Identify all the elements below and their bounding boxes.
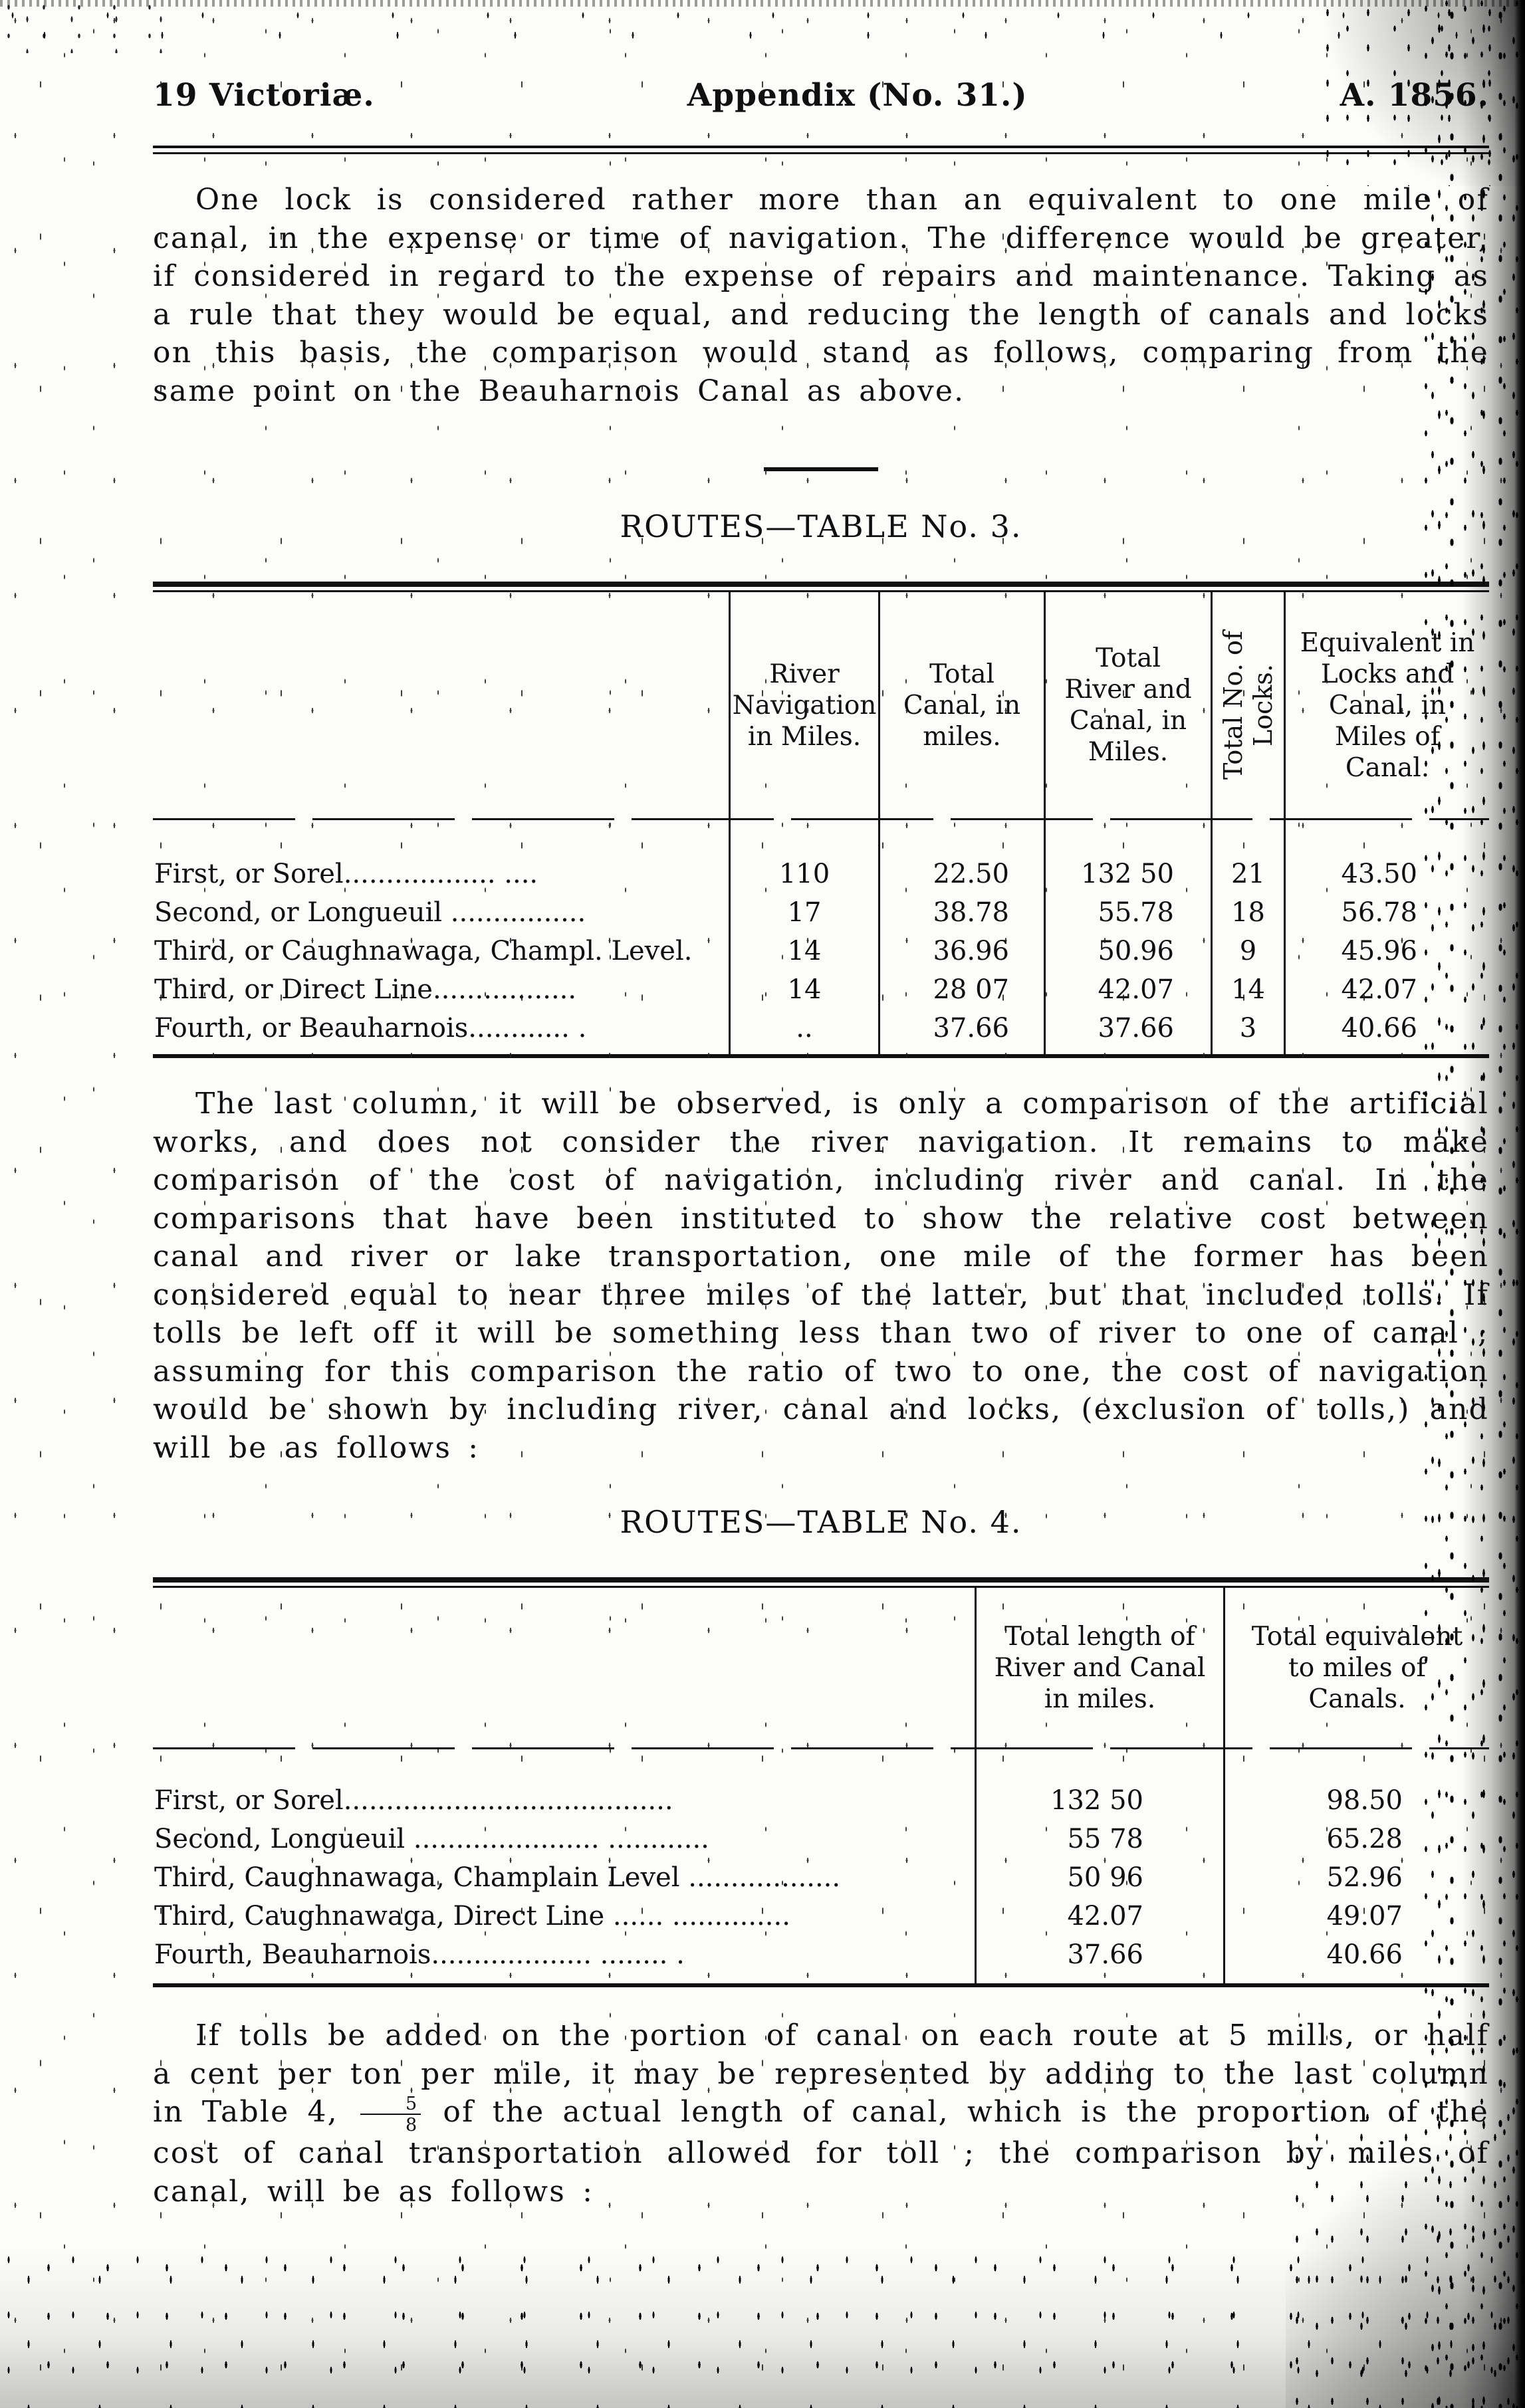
header-double-rule xyxy=(153,146,1489,154)
table3-equivalent-column: 43.50 56.78 45.96 42.07 40.66 xyxy=(1284,820,1489,1054)
table3-header-river-navigation: River Navigation in Miles. xyxy=(729,592,878,818)
table3-header-total-locks: Total No. of Locks. xyxy=(1211,592,1284,818)
table4-header-total-equivalent: Total equivalent to miles of Canals. xyxy=(1223,1588,1489,1747)
table3-river-navigation-column: 110 17 14 14 .. xyxy=(729,820,878,1054)
table-cell: 14 xyxy=(787,974,822,1005)
table-cell: 132 50 xyxy=(1081,859,1174,889)
table-cell: 56.78 xyxy=(1341,897,1417,928)
table3-title: ROUTES—TABLE No. 3. xyxy=(620,508,1022,544)
table3-total-canal-column: 22.50 38.78 36.96 28 07 37.66 xyxy=(878,820,1044,1054)
table-cell: 55 78 xyxy=(1067,1824,1143,1854)
table3-route-labels-column: First, or Sorel.................. .... S… xyxy=(153,820,729,1054)
table-cell: 49.07 xyxy=(1326,1901,1403,1931)
table-cell: 50 96 xyxy=(1067,1862,1143,1893)
table3-body: First, or Sorel.................. .... S… xyxy=(153,820,1489,1058)
scan-noise-top-left xyxy=(0,0,173,53)
table4-equivalent-column: 98.50 65.28 52.96 49.07 40.66 xyxy=(1223,1749,1489,1983)
table-cell: 28 07 xyxy=(933,974,1009,1005)
year-label: A. 1856. xyxy=(1340,77,1489,114)
appendix-label: Appendix (No. 31.) xyxy=(687,77,1028,114)
table-cell: 42.07 xyxy=(1067,1901,1143,1931)
table3-total-river-and-canal-column: 132 50 55.78 50.96 42.07 37.66 xyxy=(1044,820,1211,1054)
volume-label: 19 Victoriæ. xyxy=(153,77,375,114)
table-cell: 52.96 xyxy=(1326,1862,1403,1893)
table4-total-length-column: 132 50 55 78 50 96 42.07 37.66 xyxy=(975,1749,1223,1983)
scan-edge-right xyxy=(1514,0,1525,2408)
table-row-label: First, or Sorel.................. .... xyxy=(154,859,538,889)
table-row-label: First, or Sorel.........................… xyxy=(154,1785,673,1816)
table3-header-total-locks-text: Total No. of Locks. xyxy=(1218,631,1278,780)
table3-header-total-canal: Total Canal, in miles. xyxy=(878,592,1044,818)
table-row-label: Third, or Direct Line................. xyxy=(154,974,577,1005)
table3-header-row: River Navigation in Miles. Total Canal, … xyxy=(153,592,1489,818)
table3-total-locks-column: 21 18 9 14 3 xyxy=(1211,820,1284,1054)
table-row-label: Fourth, Beauharnois................... .… xyxy=(154,1939,685,1970)
section-divider-rule xyxy=(764,467,878,471)
table4-header-row: Total length of River and Canal in miles… xyxy=(153,1588,1489,1747)
table-cell: 14 xyxy=(787,936,822,966)
table-cell: 40.66 xyxy=(1326,1939,1403,1970)
table-cell: 110 xyxy=(778,859,830,889)
table3-header-routes xyxy=(153,592,729,818)
table4-route-labels-column: First, or Sorel.........................… xyxy=(153,1749,975,1983)
table-row-label: Second, or Longueuil ................ xyxy=(154,897,586,928)
table-cell: 55.78 xyxy=(1098,897,1174,928)
fraction-numerator: 5 xyxy=(360,2095,421,2115)
table4-header-routes xyxy=(153,1588,975,1747)
table4-body: First, or Sorel.........................… xyxy=(153,1749,1489,1987)
table-cell: 3 xyxy=(1239,1013,1257,1043)
table-cell: 43.50 xyxy=(1341,859,1417,889)
table-row-label: Second, Longueuil ......................… xyxy=(154,1824,709,1854)
table-row-label: Third, or Caughnawaga, Champl. Level. xyxy=(154,936,693,966)
table-cell: 21 xyxy=(1231,859,1265,889)
table-cell: 40.66 xyxy=(1341,1013,1417,1043)
table4-top-rule xyxy=(153,1577,1489,1588)
table3-top-rule xyxy=(153,582,1489,592)
table3-header-total-river-and-canal: Total River and Canal, in Miles. xyxy=(1044,592,1211,818)
table-cell: 45.96 xyxy=(1341,936,1417,966)
table-cell: 42.07 xyxy=(1341,974,1417,1005)
table-cell: 132 50 xyxy=(1050,1785,1143,1816)
table-cell: 14 xyxy=(1231,974,1265,1005)
table-cell: 37.66 xyxy=(933,1013,1009,1043)
table-cell: 37.66 xyxy=(1098,1013,1174,1043)
table-row-label: Fourth, or Beauharnois............ . xyxy=(154,1013,587,1043)
table-cell: 50.96 xyxy=(1098,936,1174,966)
paragraph-3: If tolls be added on the portion of cana… xyxy=(153,2017,1489,2211)
table-cell: 9 xyxy=(1239,936,1257,966)
paragraph-1: One lock is considered rather more than … xyxy=(153,183,1489,408)
table-row-label: Third, Caughnawaga, Direct Line ...... .… xyxy=(154,1901,790,1931)
table-row-label: Third, Caughnawaga, Champlain Level ....… xyxy=(154,1862,841,1893)
table-cell: 37.66 xyxy=(1067,1939,1143,1970)
table4-title: ROUTES—TABLE No. 4. xyxy=(620,1504,1022,1540)
table-cell: 42.07 xyxy=(1098,974,1174,1005)
table-cell: 65.28 xyxy=(1326,1824,1403,1854)
table4-header-total-length: Total length of River and Canal in miles… xyxy=(975,1588,1223,1747)
fraction-denominator: 8 xyxy=(405,2115,419,2135)
page-content: 19 Victoriæ. Appendix (No. 31.) A. 1856.… xyxy=(153,0,1489,2211)
table-cell: 98.50 xyxy=(1326,1785,1403,1816)
table3-header-equivalent: Equivalent in Locks and Canal, in Miles … xyxy=(1284,592,1489,818)
table-cell: 36.96 xyxy=(933,936,1009,966)
table-cell: 22.50 xyxy=(933,859,1009,889)
table-cell: 18 xyxy=(1231,897,1265,928)
table-cell: .. xyxy=(796,1013,813,1043)
table-cell: 17 xyxy=(787,897,822,928)
scan-noise-bottom xyxy=(0,2248,1525,2408)
paragraph-2: The last column, it will be observed, is… xyxy=(153,1087,1489,1465)
running-head: 19 Victoriæ. Appendix (No. 31.) A. 1856. xyxy=(153,77,1489,114)
table-cell: 38.78 xyxy=(933,897,1009,928)
